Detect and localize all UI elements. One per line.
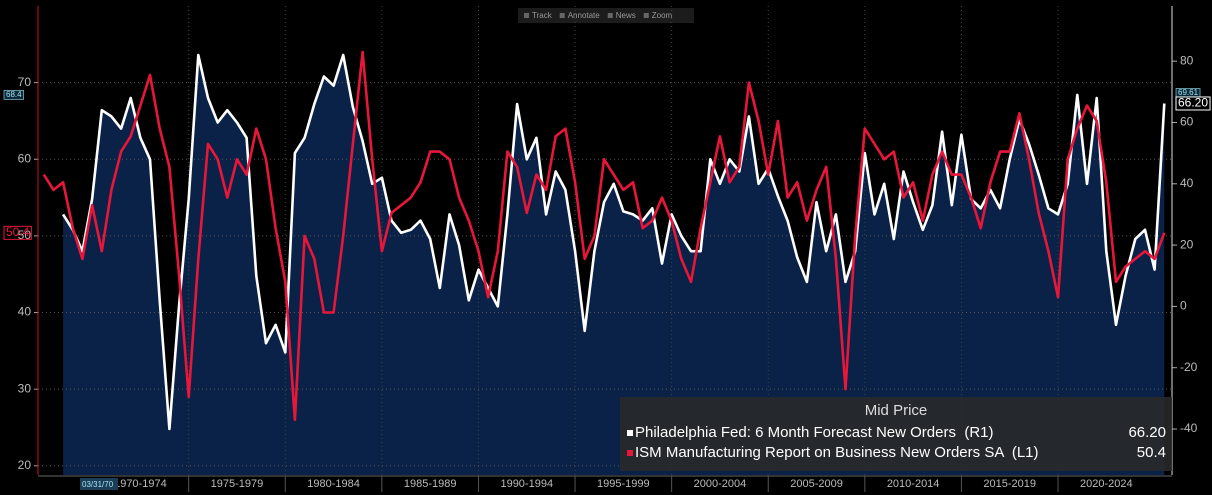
x-tick-label: 1995-1999 <box>597 478 650 490</box>
axis-tag: 50.4 <box>3 225 32 240</box>
x-tick-label: 2000-2004 <box>694 478 747 490</box>
toolbar-bg <box>518 8 694 23</box>
area <box>63 55 1165 476</box>
toolbar-button[interactable]: Annotate <box>568 11 601 20</box>
y2-tick-label: 20 <box>1180 237 1194 251</box>
series-line <box>42 50 1166 422</box>
x-tick-label: 1990-1994 <box>500 478 553 490</box>
y-tick-label: 30 <box>18 381 32 395</box>
toolbar-icon <box>607 13 613 18</box>
x-tick-label: 1970-1974 <box>114 478 167 490</box>
x-tick-label: 1980-1984 <box>307 478 360 490</box>
y-tick-label: 70 <box>18 75 32 89</box>
axis-tag-label: 68.4 <box>6 90 22 99</box>
legend-bg <box>620 397 1172 471</box>
x-tick-label: 2020-2024 <box>1080 478 1133 490</box>
x-tick-label: 1985-1989 <box>404 478 457 490</box>
toolbar: Track Annotate News Zoom <box>518 8 694 23</box>
toolbar-icon <box>559 13 565 18</box>
cursor-date: 03/31/70 <box>82 480 114 489</box>
y-tick-label: 20 <box>18 458 32 472</box>
legend-label: Philadelphia Fed: 6 Month Forecast New O… <box>635 424 993 441</box>
y-tick-label: 40 <box>18 305 32 319</box>
toolbar-button[interactable]: Zoom <box>652 11 673 20</box>
y2-tick-label: 60 <box>1180 115 1194 129</box>
legend-value: 66.20 <box>1128 424 1166 441</box>
y2-tick-label: -40 <box>1180 421 1198 435</box>
legend-swatch <box>627 430 633 436</box>
axis-tag-label: 69.61 <box>1178 88 1199 97</box>
toolbar-icon <box>643 13 649 18</box>
legend-swatch <box>627 450 633 456</box>
y2-tick-label: 80 <box>1180 53 1194 67</box>
axis-tag: 66.20 <box>1175 96 1211 111</box>
toolbar-button[interactable]: Track <box>532 11 553 20</box>
axis-tag: 68.4 <box>3 90 24 100</box>
y-tick-label: 60 <box>18 151 32 165</box>
y2-tick-label: 40 <box>1180 176 1194 190</box>
legend-label: ISM Manufacturing Report on Business New… <box>635 444 1039 461</box>
y-tick-label: 50 <box>18 228 32 242</box>
axis-tag-label: 66.20 <box>1178 96 1208 110</box>
axis-tag-label: 50.4 <box>6 225 30 239</box>
x-tick-label: 2005-2009 <box>790 478 843 490</box>
axis-tag-bg <box>3 90 24 100</box>
x-tick-label: 1975-1979 <box>211 478 264 490</box>
axis-tag-bg <box>1175 96 1211 111</box>
toolbar-button[interactable]: News <box>616 11 636 20</box>
toolbar-icon <box>524 13 529 18</box>
y2-tick-label: 0 <box>1180 299 1187 313</box>
y2-tick-label: -20 <box>1180 360 1198 374</box>
axis-tag-bg <box>3 225 32 240</box>
x-tick-label: 2010-2014 <box>887 478 940 490</box>
cursor-date-bg <box>80 478 118 490</box>
x-tick-label: 2015-2019 <box>983 478 1036 490</box>
legend-title: Mid Price <box>865 402 928 419</box>
legend-value: 50.4 <box>1137 444 1166 461</box>
series-line <box>62 53 1166 431</box>
